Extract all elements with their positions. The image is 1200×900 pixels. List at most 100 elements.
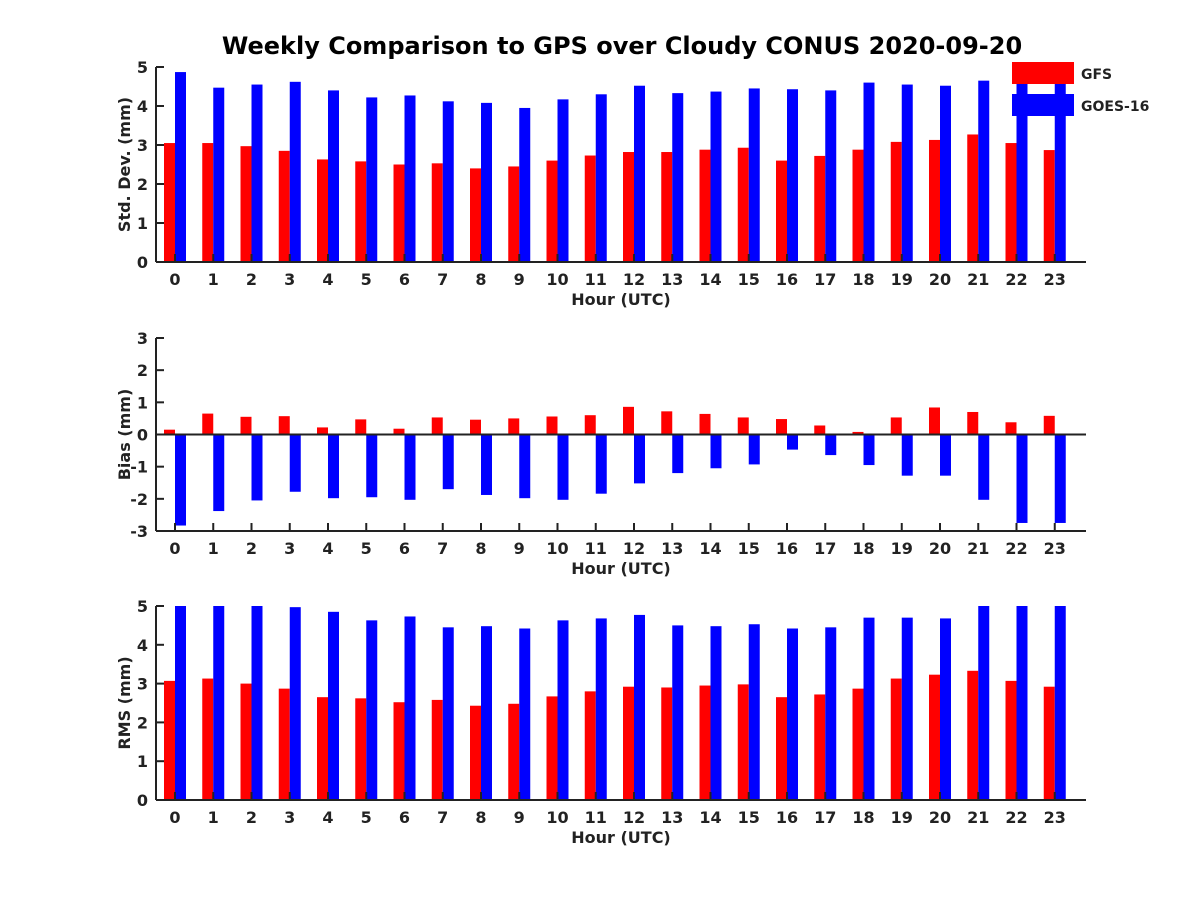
bar-gfs-6	[393, 164, 405, 262]
bar-gfs-5	[355, 698, 367, 800]
y-axis-label: RMS (mm)	[115, 656, 134, 749]
bar-goes-16-10	[557, 434, 569, 500]
bar-gfs-9	[508, 703, 520, 800]
bar-gfs-19	[890, 417, 902, 435]
bar-gfs-19	[890, 678, 902, 800]
bar-goes-16-8	[481, 102, 492, 262]
y-tick-label: 4	[137, 97, 148, 116]
bar-gfs-7	[431, 417, 443, 435]
bar-goes-16-23	[1054, 82, 1066, 262]
bar-gfs-17	[814, 694, 826, 800]
x-tick-label: 19	[891, 539, 913, 558]
x-tick-label: 5	[361, 270, 372, 289]
x-tick-label: 12	[623, 808, 645, 827]
bar-goes-16-19	[901, 434, 913, 476]
x-tick-label: 1	[208, 808, 219, 827]
x-tick-label: 3	[284, 808, 295, 827]
x-tick-label: 17	[814, 270, 836, 289]
bar-gfs-21	[967, 670, 979, 800]
bar-goes-16-23	[1054, 606, 1066, 800]
bar-goes-16-5	[366, 620, 378, 800]
bar-goes-16-14	[710, 91, 722, 262]
y-tick-label: 2	[137, 361, 148, 380]
y-tick-label: 3	[137, 136, 148, 155]
y-axis-label: Std. Dev. (mm)	[115, 97, 134, 232]
x-tick-label: 6	[399, 539, 410, 558]
bar-goes-16-11	[595, 618, 607, 800]
bar-goes-16-12	[634, 85, 645, 262]
x-tick-label: 6	[399, 270, 410, 289]
bar-goes-16-7	[442, 434, 454, 490]
bar-goes-16-20	[940, 618, 951, 800]
bar-gfs-6	[393, 428, 405, 435]
bar-goes-16-11	[595, 434, 607, 494]
x-tick-label: 11	[585, 270, 607, 289]
bar-goes-16-0	[175, 606, 186, 800]
y-axis-label: Bias (mm)	[115, 389, 134, 481]
x-tick-label: 14	[699, 808, 721, 827]
x-tick-label: 9	[514, 539, 525, 558]
bar-goes-16-7	[442, 101, 454, 262]
x-tick-label: 15	[738, 808, 760, 827]
bar-gfs-12	[623, 152, 634, 262]
x-tick-label: 13	[661, 808, 683, 827]
bar-gfs-2	[240, 146, 252, 262]
bar-goes-16-17	[825, 434, 837, 456]
x-tick-label: 20	[929, 270, 951, 289]
bar-gfs-21	[967, 411, 979, 435]
x-tick-label: 22	[1005, 808, 1027, 827]
bar-gfs-5	[355, 419, 367, 435]
bar-gfs-19	[890, 141, 902, 262]
y-tick-label: -1	[130, 458, 148, 477]
bar-goes-16-0	[175, 434, 186, 526]
bar-goes-16-8	[481, 626, 492, 800]
y-tick-label: 1	[137, 752, 148, 771]
x-tick-label: 20	[929, 808, 951, 827]
bar-gfs-3	[278, 416, 290, 435]
x-tick-label: 10	[546, 539, 568, 558]
x-tick-label: 12	[623, 270, 645, 289]
bar-goes-16-1	[213, 434, 225, 512]
bar-goes-16-17	[825, 90, 837, 263]
bar-gfs-16	[776, 419, 787, 435]
bar-gfs-5	[355, 161, 367, 262]
x-tick-label: 23	[1044, 808, 1066, 827]
x-tick-label: 14	[699, 270, 721, 289]
x-tick-label: 1	[208, 270, 219, 289]
bar-goes-16-14	[710, 434, 722, 469]
bar-goes-16-6	[404, 95, 416, 262]
bar-goes-16-4	[328, 434, 339, 499]
x-axis-label: Hour (UTC)	[571, 828, 671, 847]
y-tick-label: 2	[137, 175, 148, 194]
bar-goes-16-3	[289, 434, 301, 492]
bar-gfs-14	[699, 685, 711, 800]
bar-goes-16-3	[289, 607, 301, 800]
bar-gfs-15	[737, 417, 749, 435]
bar-gfs-10	[546, 160, 558, 262]
bar-gfs-22	[1005, 422, 1017, 435]
x-tick-label: 0	[169, 539, 180, 558]
x-tick-label: 1	[208, 539, 219, 558]
bar-gfs-9	[508, 418, 520, 435]
y-tick-label: 5	[137, 58, 148, 77]
x-tick-label: 3	[284, 270, 295, 289]
bar-gfs-22	[1005, 143, 1017, 262]
bar-gfs-12	[623, 406, 634, 435]
bar-gfs-1	[202, 413, 214, 435]
x-tick-label: 7	[437, 270, 448, 289]
bar-gfs-11	[584, 691, 596, 800]
bar-gfs-9	[508, 166, 520, 262]
bar-goes-16-1	[213, 87, 225, 262]
chart-title: Weekly Comparison to GPS over Cloudy CON…	[222, 32, 1022, 60]
bar-goes-16-5	[366, 97, 378, 262]
x-tick-label: 12	[623, 539, 645, 558]
bar-gfs-11	[584, 415, 596, 435]
x-tick-label: 0	[169, 808, 180, 827]
x-tick-label: 2	[246, 539, 257, 558]
bar-goes-16-15	[748, 624, 760, 800]
bar-gfs-16	[776, 160, 787, 262]
x-tick-label: 17	[814, 539, 836, 558]
y-tick-label: 3	[137, 329, 148, 348]
bar-goes-16-3	[289, 81, 301, 262]
